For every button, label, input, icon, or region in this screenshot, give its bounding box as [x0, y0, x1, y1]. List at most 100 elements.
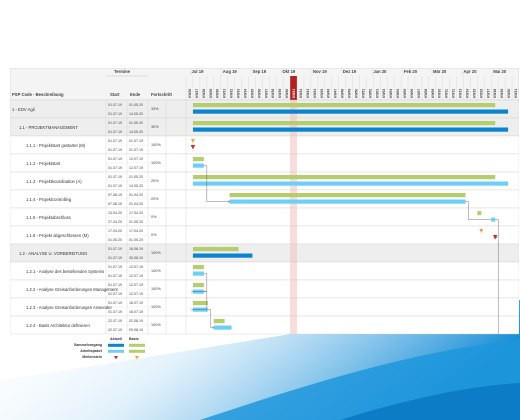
- milestone-baseline-icon: [190, 139, 195, 143]
- task-end: 01.05.20: [129, 174, 143, 179]
- task-actual-start: 22.07.19: [108, 327, 122, 332]
- actual-bar: [192, 109, 509, 114]
- week-label: KW41: [292, 89, 296, 98]
- task-start: 07.08.19: [108, 192, 122, 197]
- baseline-bar: [192, 301, 208, 306]
- month-label: Aug 19: [222, 69, 237, 74]
- task-actual-end: 16.07.19: [129, 309, 143, 314]
- week-label: KW45: [320, 89, 324, 98]
- today-marker: [290, 316, 297, 334]
- week-label: KW04: [396, 89, 400, 98]
- legend-header-basis: Basis: [129, 337, 139, 341]
- milestone-icon: [493, 235, 498, 240]
- task-start: 01.07.19: [108, 156, 122, 161]
- task-progress: 20%: [151, 197, 159, 201]
- actual-bar: [229, 199, 466, 204]
- today-marker: [290, 298, 297, 316]
- baseline-bar: [229, 193, 466, 198]
- task-start: 01.07.19: [108, 246, 122, 251]
- baseline-bar: [192, 157, 204, 162]
- today-marker: [290, 190, 297, 208]
- legend-header-aktuell: Aktuell: [110, 337, 122, 341]
- task-name: 1.2.3 - Analyse Greisanforderungen Anwen…: [26, 305, 112, 310]
- task-end: 17.04.20: [129, 210, 143, 215]
- header-termine: Termine: [114, 69, 130, 74]
- task-progress: 25%: [151, 179, 159, 183]
- task-name: 1.2 - ANALYSE U. VORBEREITUNG: [19, 251, 88, 256]
- week-label: KW37: [264, 89, 268, 98]
- task-end: 16.08.19: [129, 246, 143, 251]
- milestone-icon: [190, 145, 196, 150]
- table-row: [10, 99, 519, 119]
- task-actual-end: 09.08.19: [129, 327, 143, 332]
- today-marker: [290, 262, 297, 280]
- baseline-bar: [192, 265, 204, 270]
- week-label: KW27: [195, 89, 199, 98]
- table-row: [10, 135, 519, 155]
- task-start: 01.07.19: [108, 282, 122, 287]
- baseline-bar: [192, 283, 204, 288]
- baseline-bar: [477, 211, 482, 216]
- task-name: 1.1.3 - Projektkoordination (A): [26, 179, 82, 184]
- week-label: KW17: [486, 89, 490, 98]
- task-start: 01.07.19: [108, 138, 122, 143]
- task-progress: 100%: [151, 305, 161, 309]
- task-actual-start: 27.04.20: [108, 219, 122, 224]
- task-actual-end: 01.05.20: [129, 219, 143, 224]
- task-end: 12.07.19: [129, 264, 143, 269]
- task-progress: 100%: [151, 143, 161, 147]
- week-label: KW38: [271, 89, 275, 98]
- week-label: KW43: [306, 89, 310, 98]
- task-actual-end: 30.08.19: [129, 255, 143, 260]
- week-label: KW18: [493, 89, 497, 98]
- today-marker: [290, 100, 297, 118]
- task-end: 12.07.19: [129, 156, 143, 161]
- task-actual-start: 01.07.19: [108, 255, 122, 260]
- week-label: KW44: [313, 89, 317, 98]
- task-name: 1.2.2 - Analyse Greisanforderungen Manag…: [26, 287, 118, 292]
- actual-bar: [192, 127, 509, 132]
- week-label: KW50: [354, 89, 358, 98]
- month-label: Nov 19: [312, 69, 327, 74]
- week-label: KW20: [507, 89, 511, 98]
- week-label: KW06: [410, 89, 414, 98]
- today-marker: [290, 244, 297, 262]
- legend-baseline-swatch: [129, 343, 145, 347]
- table-row: [10, 189, 519, 209]
- dependency-line-arrow: [191, 308, 194, 311]
- task-actual-end: 14.05.20: [129, 111, 143, 116]
- week-label: KW51: [361, 89, 365, 98]
- month-label: Apr 20: [463, 69, 477, 74]
- table-row: [10, 207, 519, 227]
- legend-actual-swatch: [108, 343, 124, 347]
- month-label: Mär 20: [432, 69, 447, 74]
- task-actual-end: 12.07.19: [129, 273, 143, 278]
- today-marker: [290, 136, 297, 154]
- week-label: KW14: [465, 89, 469, 98]
- week-label: KW49: [348, 89, 352, 98]
- today-marker: [290, 226, 297, 244]
- task-actual-start: 07.08.19: [108, 201, 122, 206]
- week-label: KW39: [278, 89, 282, 98]
- actual-bar: [192, 271, 204, 276]
- task-start: 01.07.19: [108, 300, 122, 305]
- header-psp-code: PSP Code - Beschreibung: [12, 92, 64, 97]
- gantt-chart: KW26 KW27 KW28 KW29 KW30 KW31 KW32 KW33 KW34 KW35…: [10, 68, 519, 360]
- task-actual-end: 14.05.20: [129, 183, 143, 188]
- week-label: KW19: [500, 89, 504, 98]
- today-marker: [290, 172, 297, 190]
- week-label: KW15: [472, 89, 476, 98]
- task-progress: 100%: [151, 269, 161, 273]
- task-start: 13.04.20: [108, 210, 122, 215]
- today-marker: [290, 154, 297, 172]
- task-actual-start: 01.07.19: [108, 309, 122, 314]
- task-end: 01.07.19: [129, 138, 143, 143]
- task-actual-start: 01.07.19: [108, 165, 122, 170]
- week-label: KW40: [285, 89, 289, 98]
- week-label: KW13: [459, 89, 463, 98]
- task-end: 01.05.20: [129, 102, 143, 107]
- legend-task: Arbeitspaket: [80, 349, 102, 353]
- dependency-line-arrow: [227, 200, 230, 203]
- week-label: KW12: [452, 89, 456, 98]
- week-label: KW32: [230, 89, 234, 98]
